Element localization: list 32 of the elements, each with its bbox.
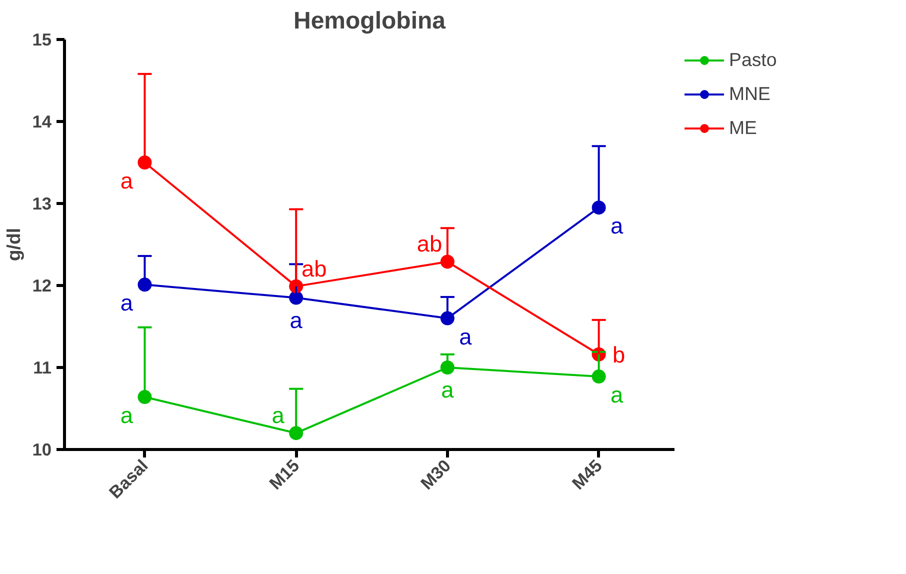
data-label: a (610, 212, 624, 239)
y-tick-label: 11 (33, 358, 52, 378)
data-label: a (120, 402, 134, 428)
chart-title: Hemoglobina (294, 8, 446, 34)
point (138, 156, 152, 170)
data-label: a (290, 306, 303, 333)
point (592, 370, 606, 384)
y-axis-title: g/dl (3, 228, 24, 262)
legend-label: MNE (729, 83, 770, 105)
data-label: a (441, 376, 454, 402)
legend-label: Pasto (729, 49, 777, 71)
point (440, 360, 454, 374)
point (138, 278, 152, 292)
point (440, 311, 454, 326)
data-label: a (459, 323, 472, 350)
legend-label: ME (729, 117, 757, 139)
data-label: a (272, 402, 285, 428)
point (592, 200, 606, 215)
data-label: ab (416, 230, 442, 257)
data-label: b (612, 341, 626, 368)
y-tick-label: 12 (32, 276, 52, 296)
point (440, 254, 454, 269)
data-label: ab (301, 255, 327, 282)
y-tick-label: 13 (32, 194, 52, 214)
point (138, 390, 152, 404)
y-tick-label: 10 (32, 440, 52, 460)
y-tick-label: 14 (32, 112, 52, 132)
data-label: a (120, 290, 134, 316)
y-tick-label: 15 (32, 30, 52, 50)
data-label: a (610, 382, 624, 408)
point (289, 426, 304, 440)
data-label: a (120, 168, 134, 194)
